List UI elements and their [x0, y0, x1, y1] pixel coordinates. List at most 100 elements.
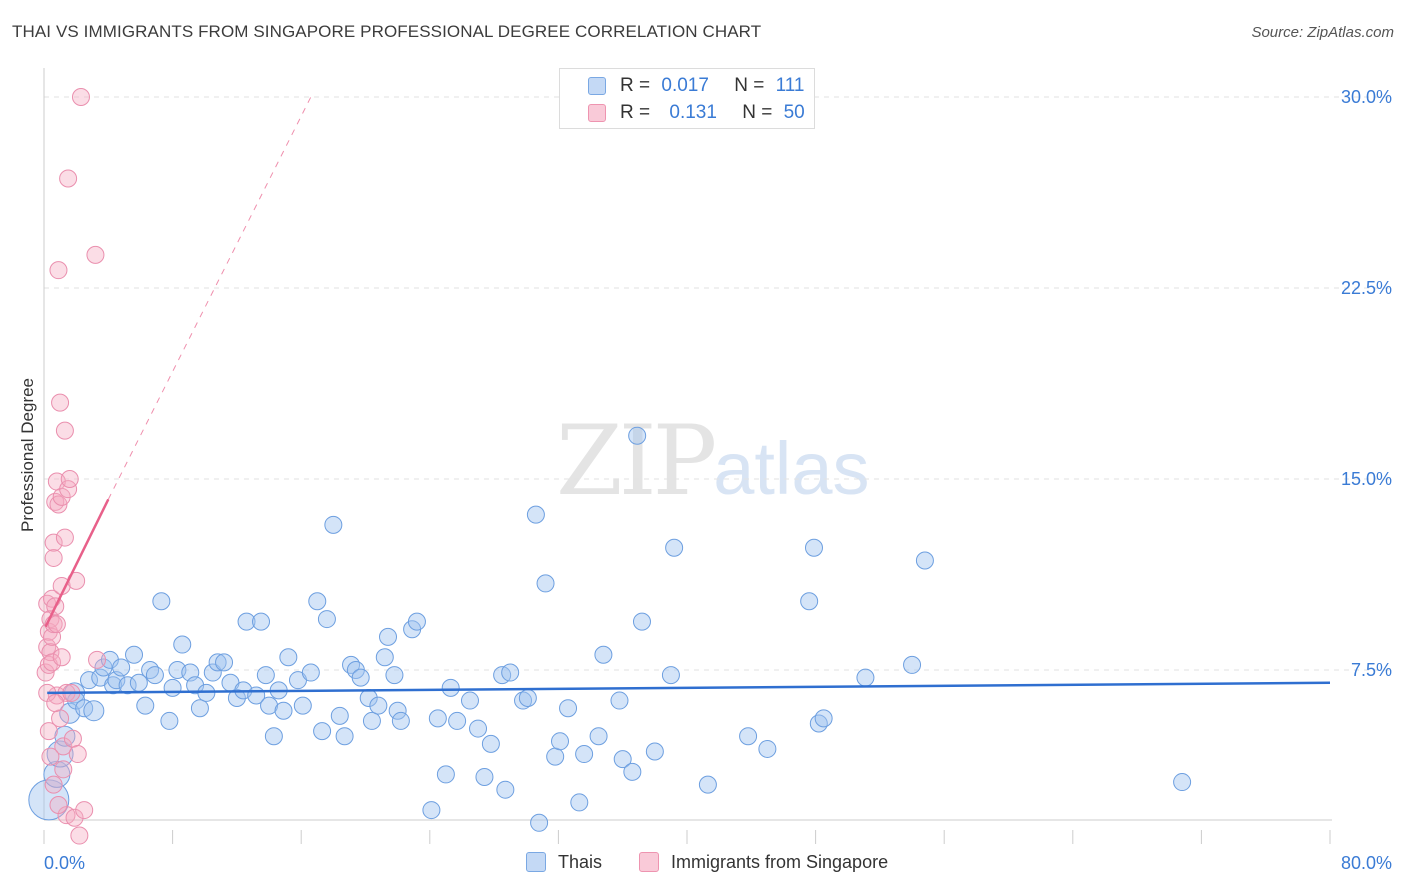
- thais-point: [594, 645, 613, 664]
- thais-point: [589, 727, 608, 746]
- thais-point: [758, 739, 777, 758]
- thais-point: [481, 734, 500, 753]
- thais-point: [551, 732, 570, 751]
- thais-point: [317, 610, 336, 629]
- legend-n-value-thais: 111: [775, 75, 805, 96]
- correlation-legend: R = 0.017 N = 111 R = 0.131 N = 50: [559, 68, 815, 129]
- legend-label-singapore: Immigrants from Singapore: [671, 852, 889, 872]
- legend-item-thais[interactable]: Thais: [526, 852, 602, 873]
- thais-point: [661, 666, 680, 685]
- singapore-point: [55, 421, 74, 440]
- legend-label-thais: Thais: [558, 852, 603, 872]
- singapore-point: [52, 487, 71, 506]
- thais-point: [256, 666, 275, 685]
- thais-point: [407, 612, 426, 631]
- thais-point: [83, 700, 105, 722]
- thais-point: [330, 706, 349, 725]
- thais-point: [145, 666, 164, 685]
- singapore-point: [86, 245, 105, 264]
- watermark: ZIPatlas: [556, 405, 870, 517]
- thais-point: [475, 767, 494, 786]
- singapore-point: [59, 169, 78, 188]
- thais-point: [800, 592, 819, 611]
- thais-point: [313, 722, 332, 741]
- legend-swatch-singapore: [588, 104, 606, 122]
- legend-n-label: N =: [734, 75, 765, 96]
- y-axis-label: Professional Degree: [18, 377, 37, 533]
- thais-trend-line: [47, 681, 1331, 695]
- singapore-point: [49, 795, 68, 814]
- thais-point: [623, 762, 642, 781]
- thais-point: [112, 658, 131, 677]
- legend-r-value-thais: 0.017: [661, 75, 709, 96]
- thais-point: [448, 711, 467, 730]
- thais-point: [1173, 773, 1192, 792]
- singapore-point: [54, 737, 73, 756]
- thais-points: [28, 426, 1192, 832]
- legend-r-label: R =: [620, 102, 651, 123]
- singapore-point: [68, 745, 87, 764]
- thais-point: [28, 779, 70, 821]
- singapore-point: [43, 653, 62, 672]
- thais-point: [136, 696, 155, 715]
- thais-point: [264, 727, 283, 746]
- singapore-point: [49, 261, 68, 280]
- singapore-point: [44, 533, 63, 552]
- thais-point: [570, 793, 589, 812]
- thais-point: [698, 775, 717, 794]
- thais-point: [237, 612, 256, 631]
- thais-point: [279, 648, 298, 667]
- thais-point: [575, 745, 594, 764]
- singapore-point: [75, 801, 94, 820]
- thais-point: [428, 709, 447, 728]
- thais-point: [141, 661, 160, 679]
- thais-point: [915, 551, 934, 570]
- thais-point: [526, 505, 545, 524]
- singapore-point: [63, 729, 82, 748]
- thais-point: [613, 750, 632, 769]
- thais-point: [469, 719, 488, 738]
- thais-point: [388, 701, 407, 720]
- thais-point: [351, 668, 370, 687]
- legend-n-label: N =: [742, 102, 773, 123]
- legend-n-value-singapore: 50: [783, 102, 805, 123]
- singapore-point: [51, 393, 70, 412]
- singapore-point: [39, 722, 58, 741]
- singapore-point: [55, 528, 74, 547]
- singapore-point: [70, 826, 89, 845]
- thais-point: [208, 653, 227, 672]
- singapore-point: [65, 808, 84, 827]
- thais-point: [385, 666, 404, 685]
- thais-point: [559, 699, 578, 718]
- thais-point: [804, 538, 823, 557]
- thais-point: [362, 711, 381, 730]
- singapore-trend-dashed: [107, 96, 312, 500]
- y-tick-label: 7.5%: [1351, 660, 1392, 680]
- thais-point: [665, 538, 684, 557]
- singapore-point: [88, 650, 107, 669]
- thais-point: [436, 765, 455, 784]
- thais-point: [252, 612, 271, 631]
- thais-point: [190, 699, 209, 718]
- legend-swatch-thais: [588, 77, 606, 95]
- thais-point: [546, 747, 565, 766]
- singapore-point: [41, 747, 60, 766]
- legend-item-singapore[interactable]: Immigrants from Singapore: [639, 852, 888, 873]
- thais-point: [59, 702, 81, 724]
- thais-point: [379, 627, 398, 646]
- thais-point: [610, 691, 629, 710]
- thais-point: [160, 711, 179, 730]
- thais-point: [301, 663, 320, 682]
- thais-point: [335, 727, 354, 746]
- singapore-trend-line: [44, 498, 110, 628]
- thais-point: [342, 655, 361, 674]
- legend-r-label: R =: [620, 75, 651, 96]
- thais-point: [369, 696, 388, 715]
- legend-r-value-singapore: 0.131: [669, 102, 717, 123]
- thais-point: [632, 612, 651, 631]
- thais-point: [80, 671, 99, 690]
- thais-point: [460, 691, 479, 710]
- x-tick-label-max: 80.0%: [1341, 853, 1392, 873]
- thais-point: [308, 592, 327, 611]
